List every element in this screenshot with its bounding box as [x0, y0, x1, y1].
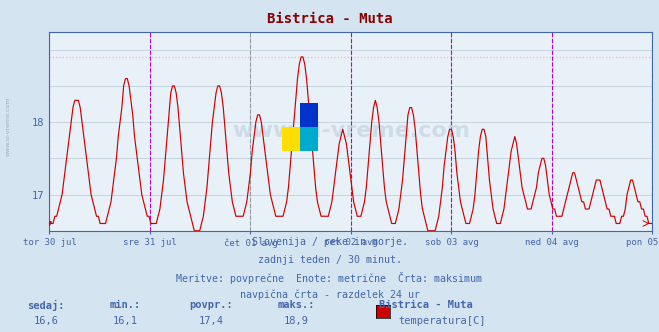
Text: navpična črta - razdelek 24 ur: navpična črta - razdelek 24 ur	[239, 289, 420, 300]
Text: www.si-vreme.com: www.si-vreme.com	[5, 96, 11, 156]
Bar	[300, 127, 318, 151]
Bar	[300, 103, 318, 127]
Text: 16,1: 16,1	[113, 316, 138, 326]
Text: 16,6: 16,6	[34, 316, 59, 326]
Text: Slovenija / reke in morje.: Slovenija / reke in morje.	[252, 237, 407, 247]
Text: zadnji teden / 30 minut.: zadnji teden / 30 minut.	[258, 255, 401, 265]
Text: 18,9: 18,9	[284, 316, 309, 326]
Text: maks.:: maks.:	[278, 300, 315, 310]
Bar	[281, 127, 300, 151]
Text: sedaj:: sedaj:	[28, 300, 65, 311]
Text: temperatura[C]: temperatura[C]	[399, 316, 486, 326]
Text: min.:: min.:	[109, 300, 141, 310]
Text: Bistrica - Muta: Bistrica - Muta	[379, 300, 473, 310]
Text: www.si-vreme.com: www.si-vreme.com	[232, 121, 470, 141]
Text: Meritve: povprečne  Enote: metrične  Črta: maksimum: Meritve: povprečne Enote: metrične Črta:…	[177, 272, 482, 284]
Text: Bistrica - Muta: Bistrica - Muta	[267, 12, 392, 26]
Text: 17,4: 17,4	[198, 316, 223, 326]
Text: povpr.:: povpr.:	[189, 300, 233, 310]
